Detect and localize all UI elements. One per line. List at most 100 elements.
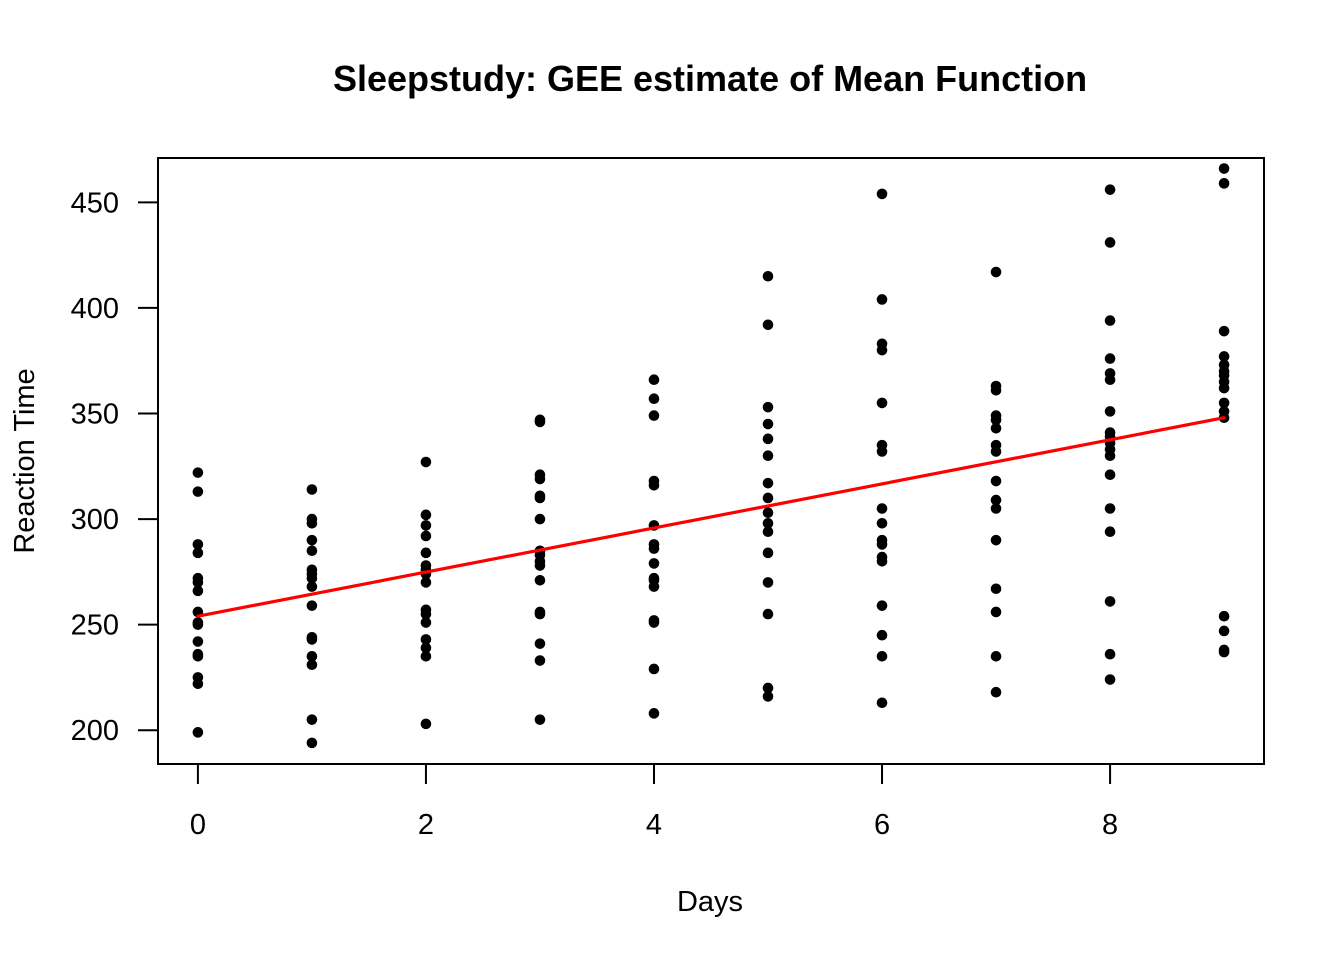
mean-function-line [196, 416, 1226, 618]
data-point [192, 636, 204, 647]
data-point [1218, 359, 1230, 371]
data-point [306, 651, 318, 662]
data-point [990, 494, 1002, 506]
data-point [1218, 644, 1230, 656]
data-point [1104, 648, 1116, 660]
data-point [648, 475, 660, 487]
data-point [876, 439, 888, 451]
data-points [192, 163, 1230, 749]
data-point [1218, 625, 1230, 637]
data-point [420, 456, 432, 468]
data-point [420, 604, 432, 616]
data-point [762, 682, 774, 694]
data-point [1218, 325, 1230, 337]
data-point [420, 520, 432, 531]
data-point [306, 534, 318, 546]
data-point [420, 617, 432, 628]
data-point [306, 581, 318, 592]
data-point [1218, 178, 1230, 189]
chart-title: Sleepstudy: GEE estimate of Mean Functio… [333, 58, 1087, 99]
data-point [1104, 315, 1116, 326]
x-tick-label: 8 [1102, 809, 1118, 841]
y-tick-label: 250 [71, 610, 119, 642]
data-point [1218, 406, 1230, 417]
data-point [990, 503, 1002, 514]
data-point [420, 509, 432, 521]
data-point [990, 410, 1002, 421]
data-point [876, 600, 888, 611]
data-point [1104, 674, 1116, 685]
y-tick-label: 350 [71, 398, 119, 430]
plot-frame [157, 157, 1265, 765]
data-point [306, 564, 318, 576]
data-point [876, 503, 888, 514]
data-point [990, 606, 1002, 618]
data-point [1104, 596, 1116, 607]
data-point [876, 651, 888, 662]
data-point [762, 450, 774, 462]
data-point [420, 577, 432, 588]
data-point [648, 558, 660, 569]
data-point [420, 560, 432, 571]
data-point [420, 651, 432, 662]
x-tick-label: 0 [190, 809, 206, 841]
data-point [192, 467, 204, 478]
data-point [534, 513, 546, 525]
data-point [876, 397, 888, 409]
data-point [1218, 397, 1230, 409]
data-point [762, 433, 774, 445]
data-point [990, 266, 1002, 278]
data-point [990, 534, 1002, 546]
data-point [648, 708, 660, 719]
data-point [534, 490, 546, 502]
data-point [762, 492, 774, 504]
data-point [192, 486, 204, 497]
data-point [534, 638, 546, 649]
data-point [420, 634, 432, 645]
data-point [306, 545, 318, 557]
x-tick-label: 4 [646, 809, 662, 841]
data-point [1218, 610, 1230, 622]
fit-line-layer [196, 416, 1226, 618]
data-point [648, 374, 660, 386]
data-point [534, 414, 546, 426]
x-axis: 0 2 4 6 8 [190, 763, 1118, 841]
data-point [1104, 503, 1116, 514]
data-point [762, 418, 774, 430]
data-point [192, 672, 204, 683]
data-point [648, 410, 660, 421]
data-point [876, 629, 888, 641]
data-point [762, 691, 774, 702]
data-point [762, 526, 774, 538]
data-point [420, 530, 432, 542]
data-point [762, 547, 774, 559]
data-point [762, 270, 774, 282]
data-point [990, 475, 1002, 487]
data-point [306, 632, 318, 643]
data-point [1104, 406, 1116, 417]
data-point [876, 188, 888, 200]
data-point [534, 574, 546, 586]
data-point [762, 401, 774, 413]
data-point [648, 615, 660, 626]
data-point [762, 517, 774, 529]
data-point [762, 507, 774, 519]
data-point [1104, 469, 1116, 481]
data-point [648, 572, 660, 584]
data-point [192, 547, 204, 559]
y-axis-label: Reaction Time [9, 368, 41, 553]
data-point [534, 469, 546, 481]
data-point [420, 718, 432, 730]
data-point [420, 547, 432, 559]
data-point [1104, 368, 1116, 379]
data-point [876, 551, 888, 563]
data-point [762, 319, 774, 331]
data-point [762, 477, 774, 489]
data-point [306, 484, 318, 495]
data-point [1104, 427, 1116, 438]
data-point [192, 727, 204, 738]
data-point [876, 517, 888, 529]
data-point [1218, 163, 1230, 174]
data-point [306, 600, 318, 611]
